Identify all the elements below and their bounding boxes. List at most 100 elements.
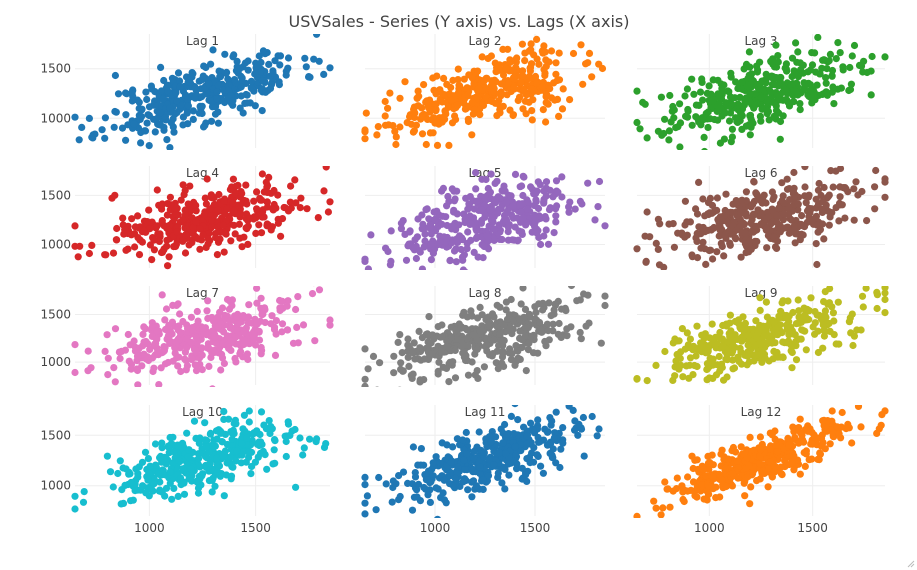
data-point[interactable]	[692, 234, 700, 242]
data-point[interactable]	[168, 495, 176, 503]
data-point[interactable]	[389, 477, 397, 485]
data-point[interactable]	[484, 320, 493, 329]
data-point[interactable]	[208, 488, 216, 496]
data-point[interactable]	[530, 222, 539, 230]
data-point[interactable]	[433, 72, 441, 80]
data-point[interactable]	[146, 345, 154, 353]
data-point[interactable]	[425, 332, 433, 340]
data-point[interactable]	[514, 347, 522, 355]
data-point[interactable]	[683, 85, 692, 93]
data-point[interactable]	[853, 326, 861, 334]
data-point[interactable]	[179, 121, 187, 129]
data-point[interactable]	[715, 352, 723, 361]
data-point[interactable]	[881, 407, 889, 415]
data-point[interactable]	[144, 455, 152, 463]
data-point[interactable]	[192, 333, 200, 342]
data-point[interactable]	[237, 83, 245, 91]
data-point[interactable]	[746, 131, 754, 139]
data-point[interactable]	[436, 95, 444, 103]
data-point[interactable]	[716, 328, 724, 337]
data-point[interactable]	[206, 459, 214, 467]
data-point[interactable]	[200, 211, 208, 219]
data-point[interactable]	[79, 498, 88, 506]
data-point[interactable]	[796, 470, 804, 478]
data-point[interactable]	[181, 249, 190, 257]
data-point[interactable]	[724, 102, 732, 110]
data-point[interactable]	[231, 416, 239, 424]
data-point[interactable]	[174, 326, 182, 334]
data-point[interactable]	[790, 226, 798, 234]
data-point[interactable]	[145, 485, 153, 493]
data-point[interactable]	[426, 225, 434, 233]
data-point[interactable]	[750, 446, 758, 454]
data-point[interactable]	[311, 337, 319, 345]
data-point[interactable]	[480, 449, 488, 457]
data-point[interactable]	[372, 506, 380, 514]
data-point[interactable]	[443, 441, 451, 449]
data-point[interactable]	[686, 335, 695, 343]
data-point[interactable]	[698, 75, 706, 83]
data-point[interactable]	[303, 205, 311, 213]
data-point[interactable]	[157, 87, 165, 95]
data-point[interactable]	[374, 386, 381, 394]
data-point[interactable]	[503, 208, 511, 216]
data-point[interactable]	[439, 212, 447, 220]
data-point[interactable]	[544, 327, 552, 335]
data-point[interactable]	[675, 365, 683, 373]
data-point[interactable]	[189, 230, 197, 238]
data-point[interactable]	[315, 57, 323, 65]
data-point[interactable]	[670, 243, 679, 251]
data-point[interactable]	[101, 347, 109, 355]
data-point[interactable]	[161, 316, 169, 324]
data-point[interactable]	[113, 224, 121, 233]
data-point[interactable]	[202, 243, 210, 251]
data-point[interactable]	[839, 184, 847, 192]
data-point[interactable]	[326, 321, 334, 329]
data-point[interactable]	[659, 504, 667, 512]
data-point[interactable]	[780, 224, 788, 232]
data-point[interactable]	[846, 63, 854, 72]
data-point[interactable]	[399, 468, 408, 476]
data-point[interactable]	[768, 188, 777, 196]
data-point[interactable]	[245, 301, 253, 309]
data-point[interactable]	[642, 258, 650, 266]
data-point[interactable]	[859, 303, 867, 311]
data-point[interactable]	[192, 201, 200, 209]
data-point[interactable]	[128, 215, 136, 223]
data-point[interactable]	[182, 231, 190, 239]
data-point[interactable]	[179, 237, 187, 245]
data-point[interactable]	[228, 435, 236, 443]
data-point[interactable]	[326, 198, 334, 206]
data-point[interactable]	[858, 152, 865, 159]
data-point[interactable]	[808, 49, 816, 57]
data-point[interactable]	[430, 208, 438, 216]
data-point[interactable]	[409, 349, 417, 357]
data-point[interactable]	[788, 73, 796, 81]
data-point[interactable]	[552, 212, 560, 220]
data-point[interactable]	[705, 374, 713, 382]
data-point[interactable]	[158, 248, 167, 256]
data-point[interactable]	[790, 428, 798, 436]
data-point[interactable]	[474, 314, 482, 322]
data-point[interactable]	[477, 219, 485, 227]
data-point[interactable]	[418, 211, 426, 219]
data-point[interactable]	[165, 253, 173, 261]
data-point[interactable]	[216, 308, 224, 316]
data-point[interactable]	[510, 84, 518, 92]
data-point[interactable]	[742, 188, 751, 196]
data-point[interactable]	[873, 429, 881, 437]
data-point[interactable]	[774, 323, 782, 331]
data-point[interactable]	[588, 412, 596, 421]
data-point[interactable]	[756, 460, 764, 468]
data-point[interactable]	[247, 470, 255, 478]
data-point[interactable]	[429, 459, 437, 467]
data-point[interactable]	[361, 255, 369, 263]
data-point[interactable]	[693, 493, 701, 501]
data-point[interactable]	[783, 67, 791, 75]
data-point[interactable]	[382, 480, 390, 488]
data-point[interactable]	[796, 335, 804, 343]
data-point[interactable]	[258, 76, 266, 85]
data-point[interactable]	[542, 178, 551, 186]
data-point[interactable]	[420, 483, 428, 492]
data-point[interactable]	[237, 348, 245, 356]
